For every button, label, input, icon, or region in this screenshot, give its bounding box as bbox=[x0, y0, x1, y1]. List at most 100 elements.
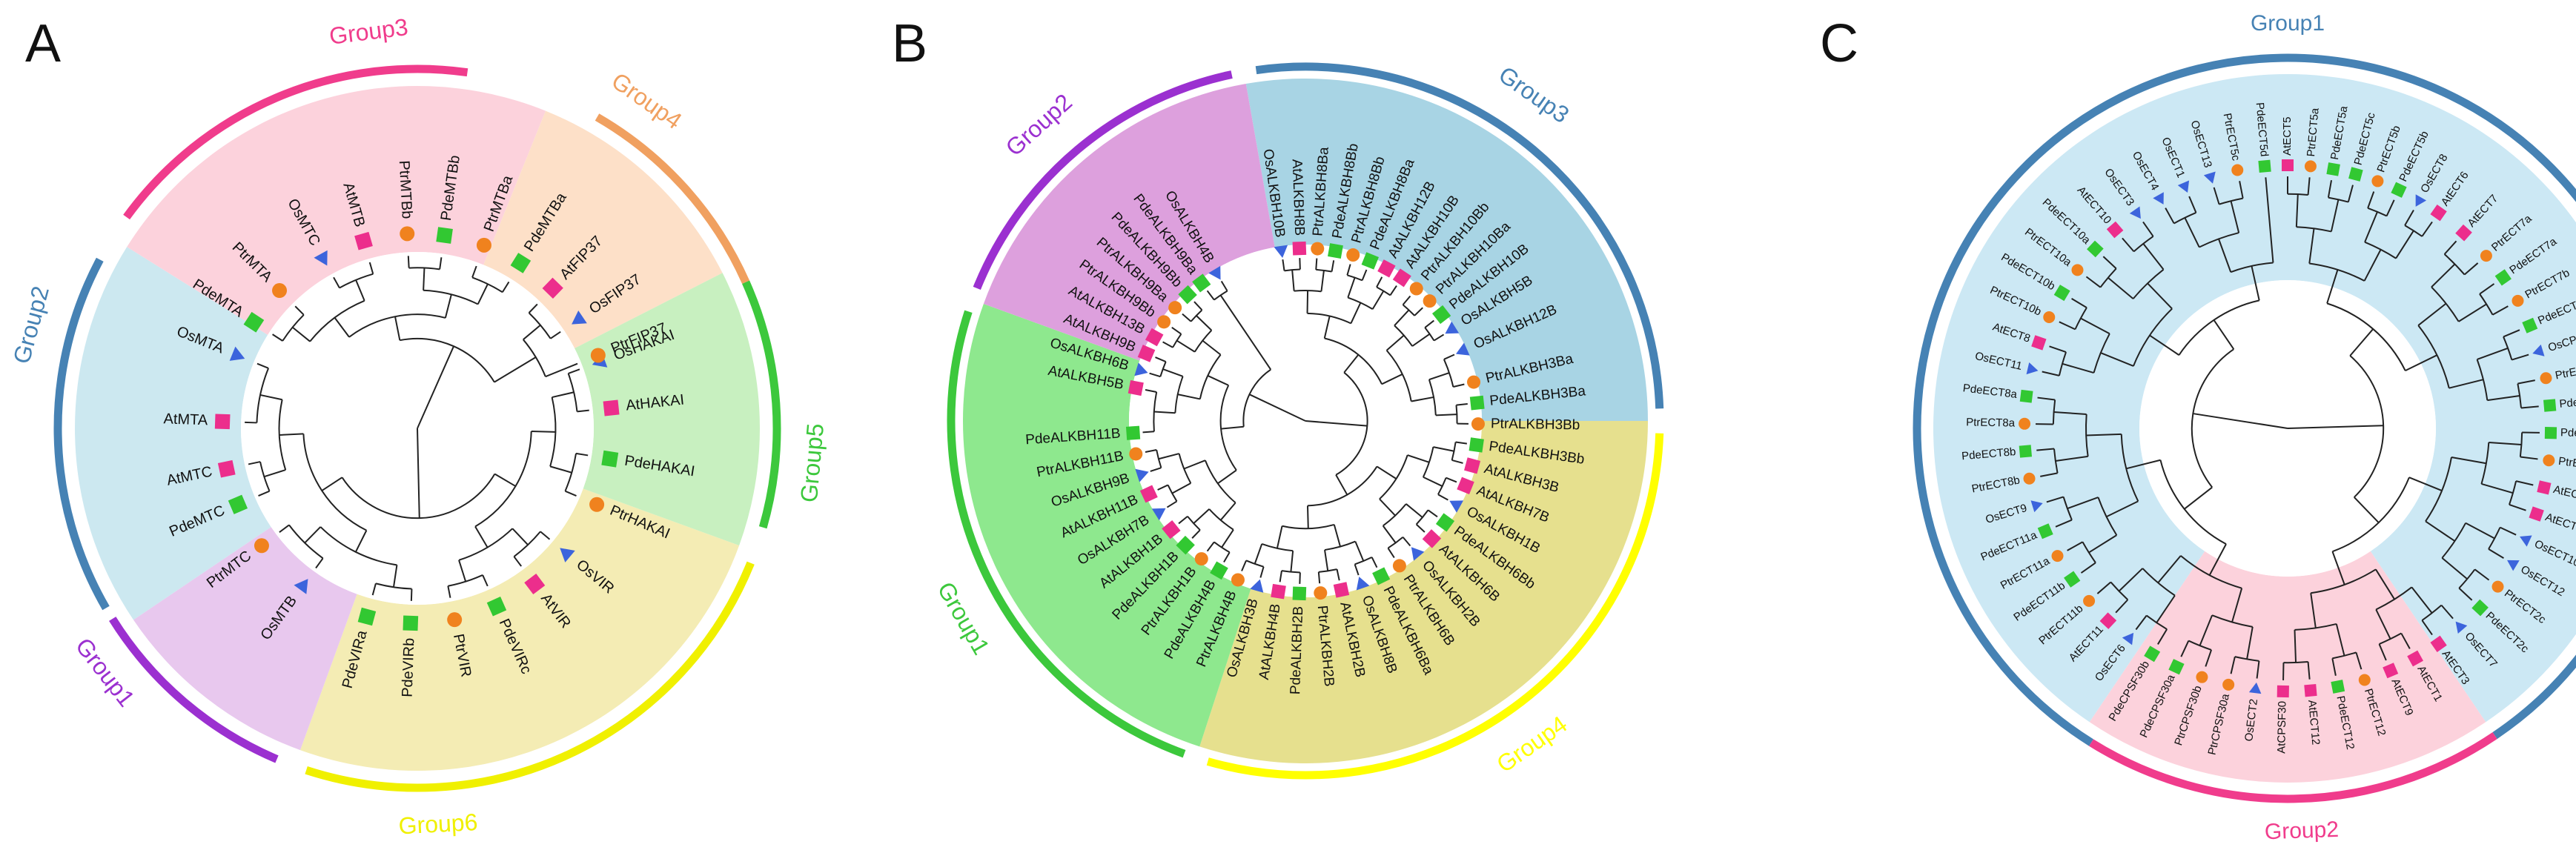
leaf-marker-circle bbox=[590, 348, 606, 363]
branch bbox=[1202, 339, 1222, 356]
branch bbox=[1371, 557, 1378, 568]
leaf-marker-square bbox=[2282, 159, 2294, 171]
branch bbox=[1183, 459, 1206, 470]
leaf-label: PdeECT2a bbox=[2560, 426, 2576, 439]
leaf-marker-triangle bbox=[2177, 180, 2190, 193]
branch bbox=[2310, 593, 2317, 628]
branch bbox=[1376, 465, 1397, 479]
branch bbox=[1193, 301, 1203, 311]
leaf-marker-square bbox=[2543, 399, 2557, 412]
branch bbox=[1315, 258, 1318, 270]
leaf-marker-square bbox=[354, 231, 373, 250]
branch bbox=[334, 317, 350, 338]
leaf-marker-circle bbox=[2371, 175, 2384, 187]
leaf-marker-square bbox=[1192, 273, 1211, 293]
branch bbox=[1219, 502, 1236, 521]
branch bbox=[2058, 351, 2067, 376]
leaf-marker-triangle bbox=[2248, 682, 2262, 694]
branch bbox=[1411, 333, 1431, 347]
branch bbox=[1182, 313, 1192, 322]
branch bbox=[1241, 560, 1247, 571]
branch bbox=[1162, 368, 1183, 377]
leaf-marker-square bbox=[2019, 389, 2033, 403]
branch bbox=[1443, 359, 1454, 388]
branch bbox=[2515, 480, 2534, 486]
branch bbox=[2408, 477, 2443, 491]
branch bbox=[2355, 652, 2363, 670]
sector-group2 bbox=[983, 84, 1275, 361]
leaf-marker-square bbox=[542, 277, 563, 299]
branch bbox=[2193, 413, 2288, 429]
leaf-marker-square bbox=[1392, 268, 1411, 288]
branch bbox=[333, 276, 340, 288]
branch bbox=[294, 305, 305, 316]
branch bbox=[471, 276, 503, 293]
leaf-label: PtrECT5a bbox=[2305, 107, 2322, 157]
branch bbox=[2239, 181, 2244, 199]
leaf-marker-triangle bbox=[1250, 579, 1264, 593]
leaf-marker-square bbox=[2304, 683, 2317, 697]
branch bbox=[256, 362, 269, 369]
branch bbox=[2085, 276, 2102, 288]
branch bbox=[1145, 449, 1157, 453]
leaf-marker-square bbox=[2494, 269, 2512, 286]
branch bbox=[2404, 210, 2414, 226]
branch bbox=[540, 531, 551, 540]
leaf-marker-circle bbox=[1392, 559, 1406, 573]
branch bbox=[2307, 661, 2311, 680]
branch bbox=[523, 324, 541, 340]
branch bbox=[568, 368, 580, 374]
branch bbox=[2363, 249, 2382, 282]
branch bbox=[2443, 240, 2457, 255]
branch bbox=[2040, 472, 2058, 477]
branch bbox=[1156, 449, 1162, 468]
branch bbox=[447, 585, 451, 598]
leaf-marker-triangle bbox=[1208, 265, 1221, 280]
leaf-marker-square bbox=[1435, 513, 1455, 532]
branch bbox=[2477, 347, 2509, 360]
branch bbox=[2431, 263, 2456, 288]
branch bbox=[1254, 543, 1263, 565]
leaf-marker-circle bbox=[2019, 417, 2031, 430]
leaf-marker-square bbox=[436, 227, 453, 244]
branch bbox=[1196, 315, 1213, 331]
branch bbox=[2465, 522, 2495, 540]
branch bbox=[2115, 599, 2129, 614]
branch bbox=[439, 257, 443, 270]
branch bbox=[1354, 541, 1365, 562]
branch bbox=[1249, 394, 1306, 422]
branch bbox=[2205, 649, 2213, 667]
branch bbox=[368, 262, 374, 274]
branch bbox=[474, 525, 489, 548]
branch bbox=[1221, 529, 1234, 548]
branch bbox=[2173, 212, 2196, 225]
leaf-marker-circle bbox=[2083, 594, 2096, 607]
branch bbox=[528, 312, 552, 339]
leaf-marker-circle bbox=[1168, 301, 1182, 315]
branch bbox=[2474, 568, 2490, 581]
branch bbox=[549, 465, 572, 474]
branch bbox=[2156, 594, 2176, 623]
leaf-marker-circle bbox=[1129, 447, 1143, 461]
branch bbox=[2443, 253, 2466, 276]
branch bbox=[1290, 551, 1294, 572]
branch bbox=[1166, 500, 1178, 508]
branch bbox=[444, 294, 452, 319]
leaf-marker-square bbox=[1361, 252, 1379, 270]
branch bbox=[1276, 525, 1283, 549]
leaf-marker-square bbox=[243, 311, 265, 333]
branch bbox=[2488, 548, 2504, 559]
leaf-marker-square bbox=[1469, 395, 1485, 411]
branch bbox=[371, 583, 377, 596]
branch bbox=[1394, 309, 1410, 326]
leaf-label: AtMTA bbox=[163, 411, 208, 428]
leaf-marker-square bbox=[2087, 240, 2104, 258]
branch bbox=[513, 556, 523, 567]
branch bbox=[501, 281, 510, 293]
branch bbox=[2395, 230, 2414, 259]
branch bbox=[1435, 414, 1457, 416]
branch bbox=[2118, 568, 2144, 592]
branch bbox=[304, 526, 322, 544]
branch bbox=[2159, 459, 2227, 545]
leaf-marker-circle bbox=[1471, 417, 1485, 431]
